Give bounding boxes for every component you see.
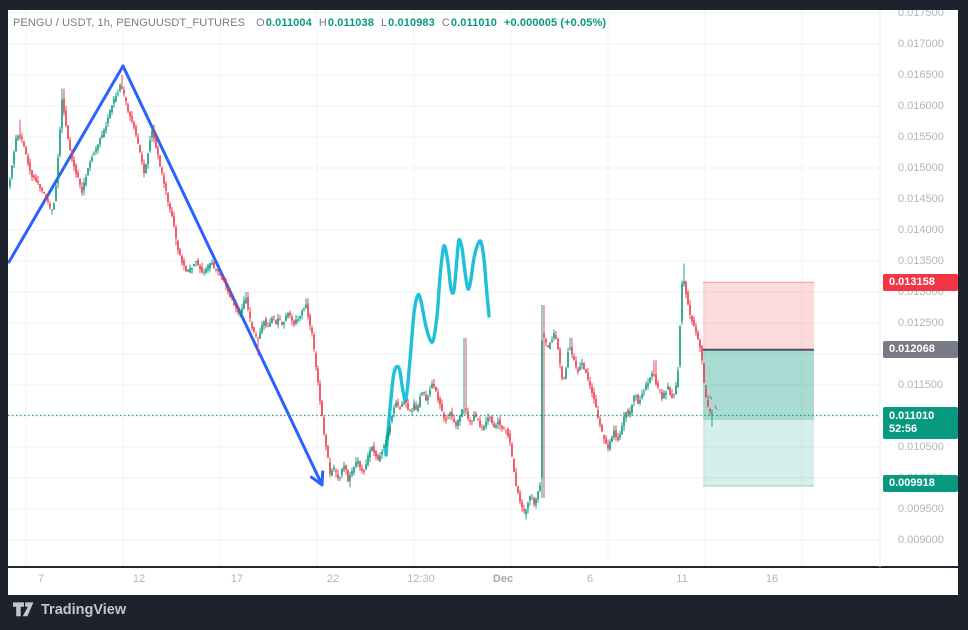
window-frame-left xyxy=(0,0,8,630)
tradingview-logo[interactable]: TradingView xyxy=(12,601,126,618)
close-label: C xyxy=(441,17,450,29)
open-label: O xyxy=(256,17,265,29)
current-price-value: 0.011010 xyxy=(889,410,935,423)
target-price-value: 0.009918 xyxy=(889,476,935,489)
entry-price-value: 0.012068 xyxy=(889,343,935,356)
target-price-badge: 0.009918 xyxy=(883,474,958,492)
time-axis-label: 11 xyxy=(676,573,688,585)
low-value: 0.010983 xyxy=(388,17,435,29)
trendline-drawings[interactable] xyxy=(7,64,325,487)
high-label: H xyxy=(318,17,327,29)
time-axis-label: 12 xyxy=(132,573,146,585)
time-axis-label: 16 xyxy=(765,573,779,585)
symbol-title[interactable]: PENGU / USDT, 1h, PENGUUSDT_FUTURES xyxy=(13,17,246,29)
price-axis-label: 0.016500 xyxy=(898,69,944,81)
stop-price-value: 0.013158 xyxy=(889,275,935,288)
short-position-tool[interactable] xyxy=(703,281,814,487)
time-axis-label: 7 xyxy=(37,573,45,585)
time-axis-label: 12:30 xyxy=(407,573,435,585)
arrowhead xyxy=(320,470,325,487)
price-axis-label: 0.017000 xyxy=(898,38,944,50)
close-value: 0.011010 xyxy=(450,17,497,29)
change-value: +0.000005 (+0.05%) xyxy=(503,17,607,29)
high-value: 0.011038 xyxy=(327,17,374,29)
time-axis-label: 17 xyxy=(230,573,244,585)
price-axis-label: 0.009000 xyxy=(898,534,944,546)
arrowhead xyxy=(309,475,324,487)
window-frame-bottom xyxy=(0,595,968,630)
entry-price-badge: 0.012068 xyxy=(883,341,958,359)
current-price-badge: 0.011010 52:56 xyxy=(883,407,958,440)
tradingview-logo-text: TradingView xyxy=(41,601,127,618)
window-frame-top xyxy=(0,0,968,10)
price-axis-label: 0.015500 xyxy=(898,131,944,143)
price-axis-label: 0.011500 xyxy=(898,379,944,391)
window-frame-right xyxy=(958,0,968,630)
bar-countdown: 52:56 xyxy=(889,423,918,436)
price-axis-label: 0.010500 xyxy=(898,441,944,453)
symbol-legend: PENGU / USDT, 1h, PENGUUSDT_FUTURES O0.01… xyxy=(13,17,606,29)
price-axis-label: 0.017500 xyxy=(898,7,944,19)
candles xyxy=(9,75,713,520)
brush-drawing[interactable] xyxy=(384,237,491,457)
tradingview-logo-icon xyxy=(12,602,34,617)
price-axis-label: 0.014500 xyxy=(898,193,944,205)
price-axis-label: 0.016000 xyxy=(898,100,944,112)
price-axis-label: 0.012500 xyxy=(898,317,944,329)
chart-panel[interactable] xyxy=(8,10,958,595)
open-value: 0.011004 xyxy=(265,17,312,29)
time-axis-label: 6 xyxy=(586,573,594,585)
time-axis-label: Dec xyxy=(492,573,514,585)
gridlines xyxy=(8,10,880,567)
time-axis-label: 22 xyxy=(326,573,340,585)
price-axis-label: 0.015000 xyxy=(898,162,944,174)
stop-price-badge: 0.013158 xyxy=(883,273,958,291)
low-label: L xyxy=(380,17,388,29)
price-axis-label: 0.014000 xyxy=(898,224,944,236)
price-axis-label: 0.009500 xyxy=(898,503,944,515)
price-axis-label: 0.013500 xyxy=(898,255,944,267)
